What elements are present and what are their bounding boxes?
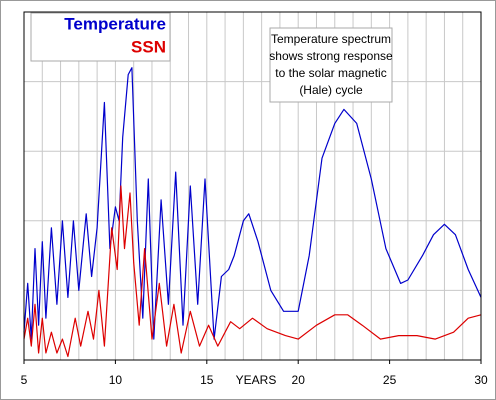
series-line: [23, 185, 482, 358]
x-tick-label: 20: [292, 373, 306, 387]
series-line: [23, 67, 482, 340]
annotation-line: shows strong response: [269, 49, 393, 63]
x-axis-label: YEARS: [236, 373, 277, 387]
x-tick-label: 10: [109, 373, 123, 387]
plot-border: [23, 11, 482, 361]
x-tick-label: 5: [21, 373, 28, 387]
annotation-line: (Hale) cycle: [299, 83, 363, 97]
plot: [23, 67, 482, 358]
x-tick-label: 15: [200, 373, 214, 387]
legend-entry: Temperature: [64, 14, 166, 33]
x-tick-label: 30: [474, 373, 488, 387]
annotation-line: to the solar magnetic: [275, 66, 386, 80]
annotation-box: [269, 27, 393, 103]
legend-entry: SSN: [131, 37, 166, 56]
legend: [30, 12, 171, 62]
annotation-line: Temperature spectrum: [271, 32, 391, 46]
x-tick-label: 25: [383, 373, 397, 387]
